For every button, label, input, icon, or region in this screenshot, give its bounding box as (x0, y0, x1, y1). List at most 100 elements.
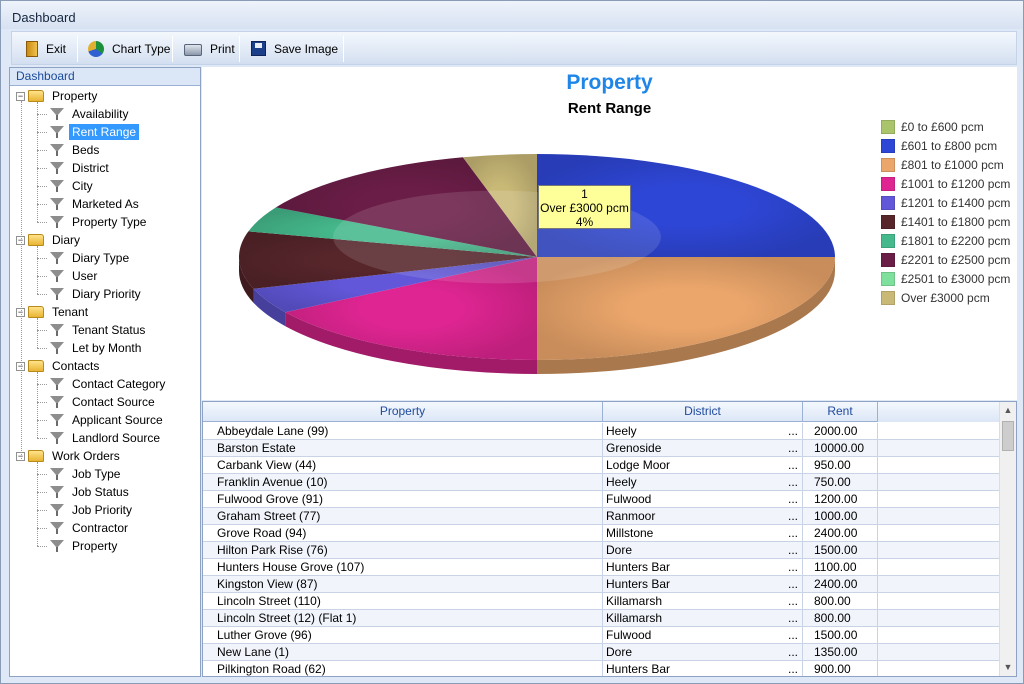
cell-district[interactable]: Killamarsh... (603, 610, 803, 627)
tree-item[interactable]: Contractor (50, 519, 131, 537)
tree-item[interactable]: Availability (50, 105, 131, 123)
tree-folder[interactable]: − Tenant (16, 303, 91, 321)
cell-property[interactable]: Lincoln Street (12) (Flat 1) (203, 610, 603, 627)
cell-property[interactable]: Kingston View (87) (203, 576, 603, 593)
cell-district[interactable]: Fulwood... (603, 627, 803, 644)
cell-district[interactable]: Heely... (603, 474, 803, 491)
cell-rent[interactable]: 2000.00 (803, 423, 878, 440)
table-row[interactable]: Hilton Park Rise (76) Dore... 1500.00 (203, 542, 999, 559)
cell-property[interactable]: Franklin Avenue (10) (203, 474, 603, 491)
cell-rent[interactable]: 2400.00 (803, 525, 878, 542)
cell-district[interactable]: Heely... (603, 423, 803, 440)
cell-property[interactable]: Grove Road (94) (203, 525, 603, 542)
cell-property[interactable]: Pilkington Road (62) (203, 661, 603, 676)
tree-folder[interactable]: − Diary (16, 231, 83, 249)
cell-rent[interactable]: 1350.00 (803, 644, 878, 661)
chart-type-button[interactable]: Chart Type (82, 36, 176, 61)
tree-item[interactable]: Job Status (50, 483, 132, 501)
ellipsis-button[interactable]: ... (787, 424, 798, 438)
tree-item[interactable]: Job Priority (50, 501, 135, 519)
cell-rent[interactable]: 800.00 (803, 593, 878, 610)
table-row[interactable]: Kingston View (87) Hunters Bar... 2400.00 (203, 576, 999, 593)
cell-rent[interactable]: 1000.00 (803, 508, 878, 525)
cell-district[interactable]: Dore... (603, 644, 803, 661)
pie-slice[interactable] (537, 154, 835, 257)
scroll-down-icon[interactable]: ▼ (1003, 662, 1013, 672)
pie-slice[interactable] (537, 257, 835, 360)
tree-item[interactable]: Beds (50, 141, 102, 159)
table-row[interactable]: Barston Estate Grenoside... 10000.00 (203, 440, 999, 457)
cell-district[interactable]: Grenoside... (603, 440, 803, 457)
cell-property[interactable]: New Lane (1) (203, 644, 603, 661)
pie-slice[interactable] (285, 257, 537, 360)
table-row[interactable]: Luther Grove (96) Fulwood... 1500.00 (203, 627, 999, 644)
cell-property[interactable]: Hunters House Grove (107) (203, 559, 603, 576)
ellipsis-button[interactable]: ... (787, 628, 798, 642)
tree-header[interactable]: Dashboard (10, 68, 200, 86)
cell-rent[interactable]: 1500.00 (803, 542, 878, 559)
pie-slice[interactable] (275, 157, 537, 257)
table-row[interactable]: Hunters House Grove (107) Hunters Bar... 1… (203, 559, 999, 576)
table-row[interactable]: Lincoln Street (110) Killamarsh... 800.00 (203, 593, 999, 610)
tree-folder[interactable]: − Work Orders (16, 447, 123, 465)
cell-district[interactable]: Ranmoor... (603, 508, 803, 525)
cell-district[interactable]: Dore... (603, 542, 803, 559)
pie-slice[interactable] (248, 207, 537, 257)
tree-item[interactable]: District (50, 159, 112, 177)
cell-district[interactable]: Hunters Bar... (603, 576, 803, 593)
cell-district[interactable]: Hunters Bar... (603, 559, 803, 576)
table-row[interactable]: Carbank View (44) Lodge Moor... 950.00 (203, 457, 999, 474)
cell-property[interactable]: Graham Street (77) (203, 508, 603, 525)
vertical-scrollbar[interactable]: ▲ ▼ (999, 402, 1016, 676)
tree-item[interactable]: Property Type (50, 213, 149, 231)
tree-item[interactable]: Job Type (50, 465, 123, 483)
ellipsis-button[interactable]: ... (787, 611, 798, 625)
pie-slice[interactable] (462, 154, 537, 257)
table-row[interactable]: Graham Street (77) Ranmoor... 1000.00 (203, 508, 999, 525)
cell-property[interactable]: Carbank View (44) (203, 457, 603, 474)
tree-item[interactable]: Tenant Status (50, 321, 148, 339)
ellipsis-button[interactable]: ... (787, 475, 798, 489)
collapse-icon[interactable]: − (16, 450, 25, 461)
tree-item[interactable]: Diary Priority (50, 285, 144, 303)
collapse-icon[interactable]: − (16, 234, 25, 245)
table-row[interactable]: Pilkington Road (62) Hunters Bar... 900.00 (203, 661, 999, 676)
collapse-icon[interactable]: − (16, 306, 25, 317)
ellipsis-button[interactable]: ... (787, 458, 798, 472)
scroll-up-icon[interactable]: ▲ (1003, 405, 1013, 415)
cell-district[interactable]: Hunters Bar... (603, 661, 803, 676)
table-row[interactable]: Grove Road (94) Millstone... 2400.00 (203, 525, 999, 542)
column-header-district[interactable]: District (603, 402, 803, 422)
cell-rent[interactable]: 1200.00 (803, 491, 878, 508)
tree-item[interactable]: City (50, 177, 96, 195)
scroll-thumb[interactable] (1002, 421, 1014, 451)
table-row[interactable]: Fulwood Grove (91) Fulwood... 1200.00 (203, 491, 999, 508)
table-row[interactable]: Franklin Avenue (10) Heely... 750.00 (203, 474, 999, 491)
cell-property[interactable]: Luther Grove (96) (203, 627, 603, 644)
ellipsis-button[interactable]: ... (787, 543, 798, 557)
cell-property[interactable]: Barston Estate (203, 440, 603, 457)
tree-item[interactable]: Let by Month (50, 339, 144, 357)
cell-district[interactable]: Millstone... (603, 525, 803, 542)
tree-item[interactable]: Marketed As (50, 195, 142, 213)
tree-item[interactable]: Contact Source (50, 393, 158, 411)
ellipsis-button[interactable]: ... (787, 526, 798, 540)
collapse-icon[interactable]: − (16, 360, 25, 371)
exit-button[interactable]: Exit (20, 36, 72, 61)
ellipsis-button[interactable]: ... (787, 441, 798, 455)
ellipsis-button[interactable]: ... (787, 594, 798, 608)
cell-rent[interactable]: 750.00 (803, 474, 878, 491)
collapse-icon[interactable]: − (16, 90, 25, 101)
cell-rent[interactable]: 800.00 (803, 610, 878, 627)
tree-folder[interactable]: − Contacts (16, 357, 102, 375)
cell-rent[interactable]: 2400.00 (803, 576, 878, 593)
cell-property[interactable]: Lincoln Street (110) (203, 593, 603, 610)
table-row[interactable]: Abbeydale Lane (99) Heely... 2000.00 (203, 423, 999, 440)
pie-slice[interactable] (253, 257, 538, 313)
column-header-rent[interactable]: Rent (803, 402, 878, 422)
tree-folder[interactable]: − Property (16, 87, 100, 105)
cell-district[interactable]: Lodge Moor... (603, 457, 803, 474)
cell-property[interactable]: Fulwood Grove (91) (203, 491, 603, 508)
tree-item[interactable]: Property (50, 537, 120, 555)
table-row[interactable]: New Lane (1) Dore... 1350.00 (203, 644, 999, 661)
